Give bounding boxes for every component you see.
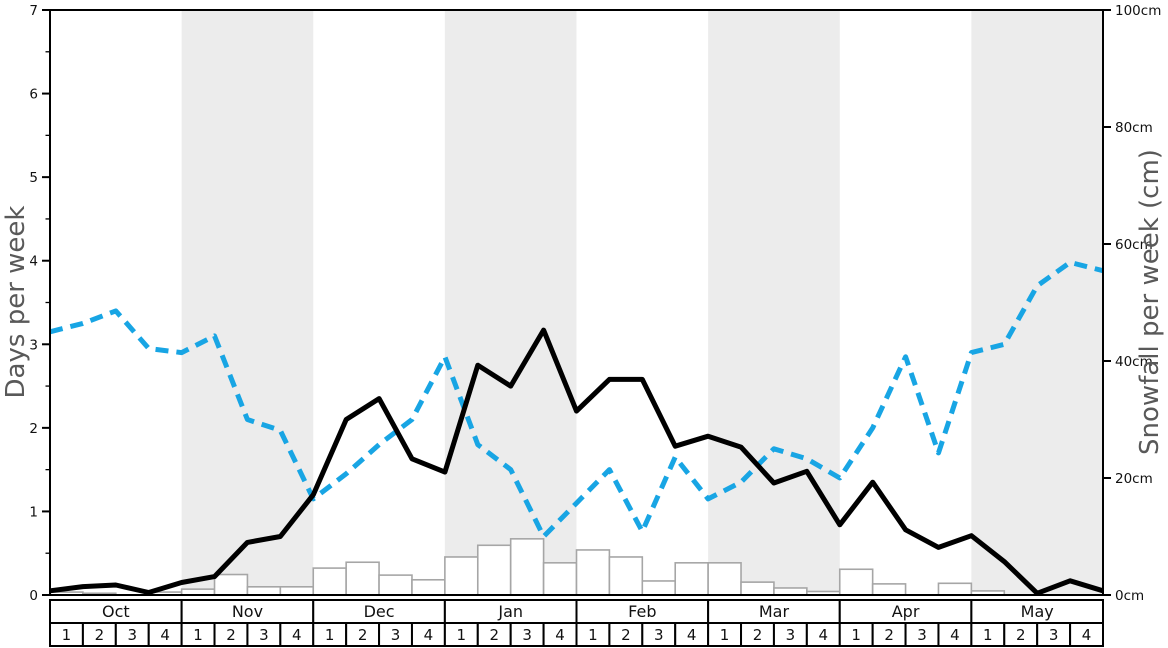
- snowfall-bar: [674, 562, 709, 596]
- shaded-month-band: [971, 10, 1103, 595]
- week-number-label: 4: [819, 626, 829, 644]
- week-number-label: 1: [588, 626, 598, 644]
- month-label: Jan: [497, 602, 523, 621]
- week-number-label: 3: [522, 626, 532, 644]
- left-axis-tick-label: 0: [29, 588, 38, 604]
- right-axis-tick-label: 100cm: [1115, 3, 1161, 19]
- week-number-label: 2: [95, 626, 105, 644]
- snowfall-bar: [871, 583, 907, 596]
- week-number-label: 3: [654, 626, 664, 644]
- week-number-label: 1: [62, 626, 72, 644]
- left-axis-tick-label: 4: [29, 254, 38, 270]
- snowfall-bar: [641, 580, 677, 596]
- snowfall-bar: [213, 573, 249, 596]
- shaded-month-band: [181, 10, 314, 595]
- left-axis-tick-label: 1: [29, 504, 38, 520]
- snowfall-bar: [707, 562, 742, 596]
- shaded-month-band: [444, 10, 577, 595]
- week-number-label: 1: [325, 626, 335, 644]
- snowfall-bar: [476, 544, 512, 596]
- week-number-label: 2: [489, 626, 499, 644]
- right-axis-tick-label: 80cm: [1115, 120, 1153, 136]
- month-label: Nov: [232, 602, 263, 621]
- snowfall-bar: [279, 586, 315, 596]
- snowfall-bar: [509, 538, 545, 596]
- week-number-label: 3: [786, 626, 796, 644]
- week-number-label: 4: [1082, 626, 1092, 644]
- week-number-label: 1: [851, 626, 861, 644]
- left-axis-tick-label: 2: [29, 421, 38, 437]
- week-number-label: 4: [424, 626, 434, 644]
- left-axis-tick-label: 3: [29, 337, 38, 353]
- week-number-label: 4: [687, 626, 697, 644]
- month-label: Feb: [628, 602, 656, 621]
- snowfall-bar: [411, 578, 446, 596]
- snowfall-bar: [575, 549, 611, 596]
- snowfall-bar: [444, 556, 479, 596]
- left-axis-tick-label: 6: [29, 87, 38, 103]
- snowfall-bar: [312, 567, 347, 596]
- week-number-label: 2: [621, 626, 631, 644]
- week-number-label: 2: [753, 626, 763, 644]
- left-axis-tick-label: 5: [29, 170, 38, 186]
- week-number-label: 1: [457, 626, 467, 644]
- snowfall-bar: [773, 587, 808, 596]
- week-number-label: 3: [391, 626, 401, 644]
- right-axis-tick-label: 60cm: [1115, 237, 1153, 253]
- week-number-label: 4: [292, 626, 302, 644]
- month-label: Oct: [102, 602, 130, 621]
- week-cell: [1069, 622, 1104, 647]
- month-label: Apr: [892, 602, 920, 621]
- week-number-label: 3: [259, 626, 269, 644]
- month-label: Dec: [364, 602, 395, 621]
- week-number-label: 3: [1049, 626, 1059, 644]
- week-number-label: 4: [555, 626, 565, 644]
- week-number-label: 2: [884, 626, 894, 644]
- snowfall-bar: [740, 581, 775, 596]
- week-number-label: 1: [193, 626, 203, 644]
- week-number-label: 1: [720, 626, 730, 644]
- right-axis-tick-label: 40cm: [1115, 354, 1153, 370]
- left-axis-title: Days per week: [1, 205, 31, 399]
- week-number-label: 1: [983, 626, 993, 644]
- snowfall-bar: [246, 586, 282, 596]
- week-number-label: 2: [358, 626, 368, 644]
- right-axis-title: Snowfall per week (cm): [1135, 149, 1165, 455]
- snowfall-bar: [378, 574, 413, 596]
- shaded-month-band: [708, 10, 840, 595]
- month-label: Mar: [759, 602, 790, 621]
- right-axis-tick-label: 0cm: [1115, 588, 1144, 604]
- snowfall-bar: [937, 582, 973, 596]
- week-number-label: 3: [127, 626, 137, 644]
- month-label: May: [1021, 602, 1054, 621]
- week-number-label: 4: [950, 626, 960, 644]
- week-number-label: 2: [226, 626, 236, 644]
- snowfall-bar: [542, 562, 578, 596]
- blue-dashed-line: [49, 259, 1104, 539]
- snowfall-bar: [838, 568, 874, 596]
- left-axis-tick-label: 7: [29, 3, 38, 19]
- week-number-label: 4: [160, 626, 170, 644]
- snowfall-bar: [608, 556, 644, 596]
- snowfall-bar: [345, 561, 380, 596]
- black-solid-line: [49, 327, 1104, 596]
- week-number-label: 2: [1016, 626, 1026, 644]
- right-axis-tick-label: 20cm: [1115, 471, 1153, 487]
- week-number-label: 3: [917, 626, 927, 644]
